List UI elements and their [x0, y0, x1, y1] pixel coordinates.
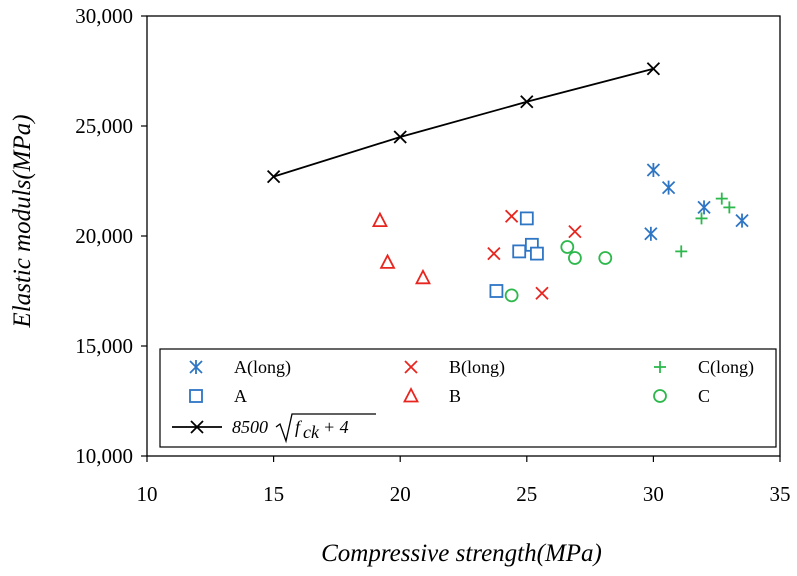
data-point — [675, 245, 688, 258]
legend-marker — [403, 387, 419, 403]
data-point — [646, 163, 661, 177]
series-c-long — [675, 192, 736, 258]
series-a — [489, 211, 544, 298]
data-point-shape — [379, 253, 396, 269]
data-point-stroke — [504, 209, 519, 223]
data-point — [535, 286, 549, 300]
legend-marker-shape — [189, 389, 203, 403]
data-point-stroke — [487, 246, 501, 261]
data-point-shape — [489, 284, 504, 298]
legend-label: C(long) — [698, 357, 754, 378]
legend-marker-shape — [653, 389, 667, 403]
data-point — [519, 211, 534, 226]
data-point-shape — [598, 251, 613, 265]
legend-marker — [654, 361, 666, 373]
legend-formula-coef: 8500 — [232, 417, 268, 437]
legend-label: A — [234, 386, 247, 406]
data-point — [644, 226, 658, 241]
y-axis-title: Elastic moduls(MPa) — [9, 114, 36, 328]
y-tick-label: 20,000 — [75, 224, 133, 248]
data-point — [520, 95, 534, 109]
data-point-stroke — [393, 130, 407, 144]
legend-formula-sub: ck — [303, 422, 320, 442]
data-point — [723, 201, 736, 214]
legend-marker — [189, 360, 203, 374]
data-point-shape — [568, 251, 582, 265]
legend-marker-shape — [403, 387, 419, 403]
data-point — [568, 251, 582, 265]
x-tick-label: 35 — [770, 482, 791, 506]
data-point-shape — [530, 246, 544, 261]
data-point — [266, 169, 281, 184]
y-tick-label: 10,000 — [75, 444, 133, 468]
data-point — [695, 212, 708, 225]
y-tick-label: 30,000 — [75, 4, 133, 28]
data-point-stroke — [568, 224, 582, 239]
x-tick-label: 15 — [263, 482, 284, 506]
data-point — [735, 213, 749, 228]
data-point — [393, 130, 407, 144]
legend-formula-rest: + 4 — [323, 417, 349, 437]
data-point — [560, 240, 575, 254]
data-point — [371, 211, 388, 228]
data-point-stroke — [266, 169, 281, 184]
data-point — [415, 268, 431, 285]
data-point — [487, 246, 501, 261]
x-axis-title: Compressive strength(MPa) — [321, 540, 602, 567]
series-fit-curve — [266, 62, 661, 184]
data-point — [530, 246, 544, 261]
data-point-shape — [504, 288, 519, 303]
legend-marker — [190, 420, 204, 434]
series-b-long — [487, 209, 582, 300]
data-point — [379, 253, 396, 269]
x-tick-label: 10 — [137, 482, 158, 506]
legend-box — [159, 348, 777, 448]
series-c — [504, 240, 613, 303]
series-a-long — [644, 163, 749, 241]
legend-label: A(long) — [234, 357, 291, 378]
data-point — [697, 200, 711, 215]
data-point-stroke — [520, 95, 534, 109]
x-tick-label: 20 — [390, 482, 411, 506]
x-tick-label: 25 — [516, 482, 537, 506]
legend-label: B — [449, 386, 461, 406]
legend-label: B(long) — [449, 357, 505, 378]
legend-label: C — [698, 386, 710, 406]
legend-formula-var: f — [295, 417, 303, 437]
data-point — [504, 288, 519, 303]
legend: A(long) B(long) C(long) A B C 8500 f ck + 4 — [159, 348, 777, 448]
data-point-stroke — [646, 62, 661, 76]
data-point — [715, 192, 728, 205]
legend-marker — [189, 389, 203, 403]
series-b — [371, 211, 431, 285]
data-point-shape — [512, 244, 527, 259]
legend-marker-stroke — [404, 360, 418, 374]
data-point-shape — [415, 268, 431, 285]
data-point — [646, 62, 661, 76]
series-line — [273, 67, 654, 178]
legend-marker — [653, 389, 667, 403]
data-point-shape — [519, 211, 534, 226]
x-tick-label: 30 — [643, 482, 664, 506]
y-tick-label: 15,000 — [75, 334, 133, 358]
data-point — [598, 251, 613, 265]
legend-marker — [404, 360, 418, 374]
data-point-stroke — [535, 286, 549, 300]
legend-marker-stroke — [190, 420, 204, 434]
data-point-shape — [371, 211, 388, 228]
data-point — [504, 209, 519, 223]
radical-sign — [275, 413, 376, 444]
data-point — [489, 284, 504, 298]
data-point-shape — [560, 240, 575, 254]
data-point — [568, 224, 582, 239]
data-point — [512, 244, 527, 259]
y-tick-label: 25,000 — [75, 114, 133, 138]
data-point — [661, 180, 676, 195]
